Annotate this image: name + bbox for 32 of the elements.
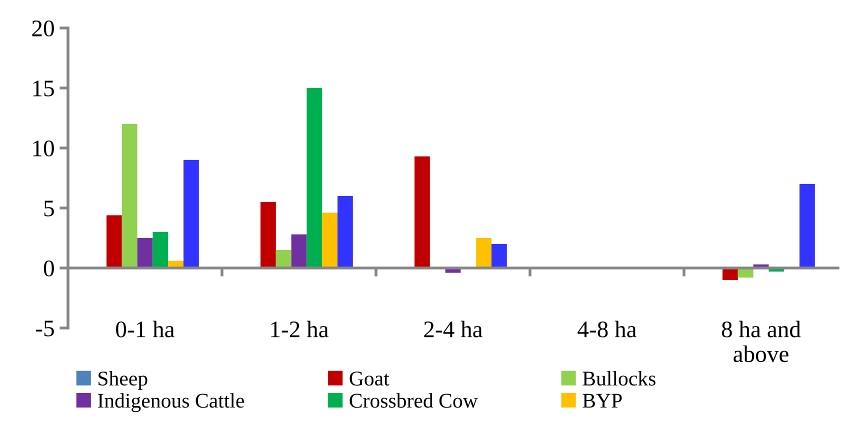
bar xyxy=(106,215,122,268)
legend-label: Crossbred Cow xyxy=(350,393,478,408)
bar xyxy=(291,234,307,268)
bar xyxy=(306,88,322,268)
x-tick-label: 4-8 ha xyxy=(578,320,637,338)
bar xyxy=(137,238,153,268)
x-tick-label: 0-1 ha xyxy=(116,320,175,338)
legend-label: Sheep xyxy=(98,370,148,390)
bar xyxy=(476,238,492,268)
bar xyxy=(414,156,430,268)
legend-label: Indigenous Cattle xyxy=(98,393,244,412)
y-tick-label: -5 xyxy=(36,320,54,336)
bar xyxy=(184,160,199,268)
bar xyxy=(122,124,138,268)
bar xyxy=(260,202,276,268)
legend-label: Bullocks xyxy=(582,370,656,386)
legend-label: Goat xyxy=(350,372,390,386)
x-tick-label: 8 ha and above xyxy=(722,320,801,362)
x-tick-label: 2-4 ha xyxy=(424,320,483,338)
bar xyxy=(492,244,507,268)
bar xyxy=(152,232,168,268)
legend-label: BYP xyxy=(582,394,622,408)
bar xyxy=(322,212,338,268)
y-tick-label: 10 xyxy=(33,140,54,156)
x-tick-label: 1-2 ha xyxy=(271,320,329,338)
y-tick-label: 5 xyxy=(44,200,54,216)
bar xyxy=(800,184,815,268)
bar xyxy=(276,250,292,268)
y-tick-label: 0 xyxy=(44,260,54,276)
y-tick-label: 15 xyxy=(33,80,54,96)
y-tick-label: 20 xyxy=(32,20,54,36)
bar xyxy=(338,196,353,268)
